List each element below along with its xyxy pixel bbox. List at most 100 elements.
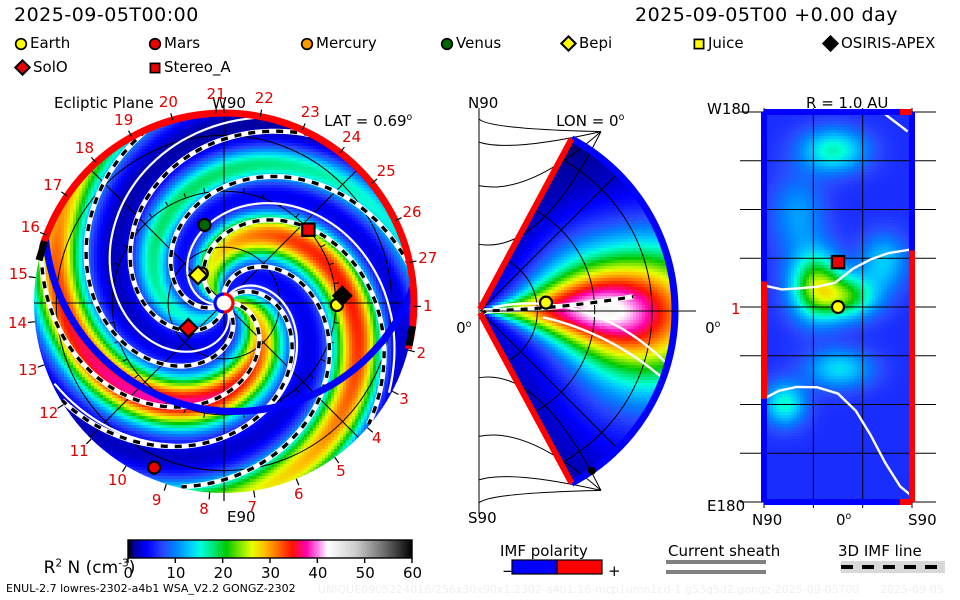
square-marker-icon bbox=[148, 58, 162, 76]
legend-item-venus: Venus bbox=[440, 34, 501, 52]
ecliptic-body-solo[interactable] bbox=[177, 317, 199, 339]
ecliptic-carrington-tick: 9 bbox=[152, 491, 162, 509]
ecliptic-body-osiris-apex[interactable] bbox=[331, 285, 353, 307]
shell-x-tick-n90: N90 bbox=[752, 511, 782, 529]
colorbar-label-close: ) bbox=[129, 558, 136, 578]
watermark-date: 2025-09-05 bbox=[880, 583, 944, 596]
ecliptic-carrington-tick: 17 bbox=[43, 176, 62, 194]
colorbar-tick-label: 40 bbox=[308, 564, 327, 582]
ecliptic-carrington-tick: 3 bbox=[399, 390, 409, 408]
ecliptic-carrington-tick: 2 bbox=[417, 344, 427, 362]
meridional-body-earth[interactable] bbox=[538, 295, 554, 310]
shell-x-tick-s90: S90 bbox=[908, 511, 937, 529]
ecliptic-carrington-tick: 11 bbox=[70, 442, 89, 460]
legend-item-mars: Mars bbox=[148, 34, 200, 52]
meridional-plane-plot[interactable] bbox=[466, 106, 696, 516]
meridional-right-label: 0o bbox=[686, 301, 720, 355]
shell-topleft-label: W180 bbox=[707, 100, 750, 118]
ecliptic-carrington-tick: 4 bbox=[372, 429, 382, 447]
ecliptic-carrington-tick: 19 bbox=[114, 111, 133, 129]
degree-symbol: o bbox=[619, 112, 625, 123]
legend-item-earth: Earth bbox=[14, 34, 70, 52]
ecliptic-top-label: W90 bbox=[212, 94, 246, 112]
degree-symbol: o bbox=[846, 511, 852, 522]
current-sheath-title: Current sheath bbox=[668, 542, 780, 560]
colorbar-tick-label: 10 bbox=[166, 564, 185, 582]
meridional-south-label: S90 bbox=[468, 509, 497, 527]
ecliptic-right-value: 0 bbox=[456, 319, 466, 337]
legend-item-label: SolO bbox=[33, 58, 68, 76]
ecliptic-carrington-tick: 22 bbox=[255, 89, 274, 107]
ecliptic-carrington-tick: 18 bbox=[75, 139, 94, 157]
legend-item-label: Venus bbox=[456, 34, 501, 52]
degree-symbol: o bbox=[715, 319, 721, 330]
ecliptic-carrington-tick: 23 bbox=[301, 103, 320, 121]
bottom-legend-swatches bbox=[511, 559, 945, 575]
ecliptic-bottom-label: E90 bbox=[227, 508, 256, 526]
diamond-marker-icon bbox=[822, 34, 839, 52]
ecliptic-body-venus[interactable] bbox=[197, 217, 212, 233]
ecliptic-carrington-tick: 5 bbox=[336, 462, 346, 480]
legend-item-label: OSIRIS-APEX bbox=[841, 34, 935, 52]
colorbar-label-unit-exp: -3 bbox=[118, 557, 129, 569]
ecliptic-panel-title: Ecliptic Plane bbox=[54, 94, 154, 112]
legend-item-mercury: Mercury bbox=[300, 34, 377, 52]
degree-symbol: o bbox=[466, 319, 472, 330]
body-legend: Earth Mars Mercury Venus Bepi Juice OSIRIS-APE… bbox=[0, 34, 960, 82]
colorbar-label: R2 N (cm-3) bbox=[22, 538, 136, 598]
ecliptic-carrington-tick: 27 bbox=[418, 249, 437, 267]
imf-plus-label: + bbox=[608, 562, 621, 580]
ecliptic-carrington-tick: 10 bbox=[108, 471, 127, 489]
ecliptic-carrington-tick: 12 bbox=[39, 404, 58, 422]
ecliptic-carrington-tick: 25 bbox=[377, 162, 396, 180]
legend-item-label: Bepi bbox=[579, 34, 612, 52]
degree-symbol: o bbox=[407, 112, 413, 123]
circle-marker-icon bbox=[300, 34, 314, 52]
shell-1au-plot[interactable] bbox=[740, 108, 940, 508]
watermark-run-id: UNIQUE0905224016/256x30x90x1.2302-a4b1.1… bbox=[318, 583, 859, 596]
ecliptic-plane-plot[interactable] bbox=[22, 100, 452, 525]
legend-item-label: Juice bbox=[708, 34, 744, 52]
ecliptic-carrington-tick: 8 bbox=[199, 500, 209, 518]
legend-item-label: Mars bbox=[164, 34, 200, 52]
ecliptic-carrington-tick: 16 bbox=[21, 218, 40, 236]
ecliptic-right-label: 0o bbox=[437, 301, 471, 355]
circle-marker-icon bbox=[14, 34, 28, 52]
shell-body-earth[interactable] bbox=[830, 299, 846, 315]
colorbar-tick-label: 60 bbox=[403, 564, 422, 582]
legend-item-label: Stereo_A bbox=[164, 58, 231, 76]
colorbar-tick-label: 50 bbox=[356, 564, 375, 582]
diamond-marker-icon bbox=[560, 34, 577, 52]
legend-item-osiris-apex: OSIRIS-APEX bbox=[822, 34, 935, 52]
ecliptic-body-bepi[interactable] bbox=[187, 264, 209, 286]
imf-line-title: 3D IMF line bbox=[838, 542, 922, 560]
colorbar-label-n: N (cm bbox=[62, 558, 119, 578]
ecliptic-lat-value: LAT = 0.69 bbox=[324, 112, 406, 130]
ecliptic-carrington-tick: 1 bbox=[423, 297, 433, 315]
colorbar-tick-label: 30 bbox=[261, 564, 280, 582]
circle-marker-icon bbox=[440, 34, 454, 52]
density-colorbar[interactable] bbox=[126, 538, 416, 578]
ecliptic-carrington-tick: 26 bbox=[402, 203, 421, 221]
meridional-north-label: N90 bbox=[468, 94, 498, 112]
ecliptic-carrington-tick: 24 bbox=[342, 128, 361, 146]
ecliptic-lat-readout: LAT = 0.69o bbox=[305, 94, 412, 148]
ecliptic-body-mars[interactable] bbox=[147, 460, 162, 475]
ecliptic-carrington-tick: 6 bbox=[294, 485, 304, 503]
colorbar-tick-label: 20 bbox=[214, 564, 233, 582]
diamond-marker-icon bbox=[14, 58, 31, 76]
meridional-panel-title: LON = 0o bbox=[537, 94, 624, 148]
imf-polarity-title: IMF polarity bbox=[500, 542, 588, 560]
ecliptic-carrington-tick: 15 bbox=[9, 265, 28, 283]
ecliptic-carrington-tick: 20 bbox=[159, 93, 178, 111]
colorbar-label-exp: 2 bbox=[55, 557, 62, 569]
circle-marker-icon bbox=[148, 34, 162, 52]
shell-body-stereo-a[interactable] bbox=[830, 254, 846, 270]
model-footer: ENUL-2.7 lowres-2302-a4b1 WSA_V2.2 GONGZ… bbox=[6, 582, 296, 595]
ecliptic-body-stereo-a[interactable] bbox=[301, 222, 316, 237]
colorbar-tick-label: 0 bbox=[124, 564, 134, 582]
timestamp-left: 2025-09-05T00:00 bbox=[14, 4, 199, 26]
colorbar-label-r: R bbox=[44, 558, 56, 578]
square-marker-icon bbox=[692, 34, 706, 52]
shell-y-tick-label: 1 bbox=[731, 300, 741, 318]
